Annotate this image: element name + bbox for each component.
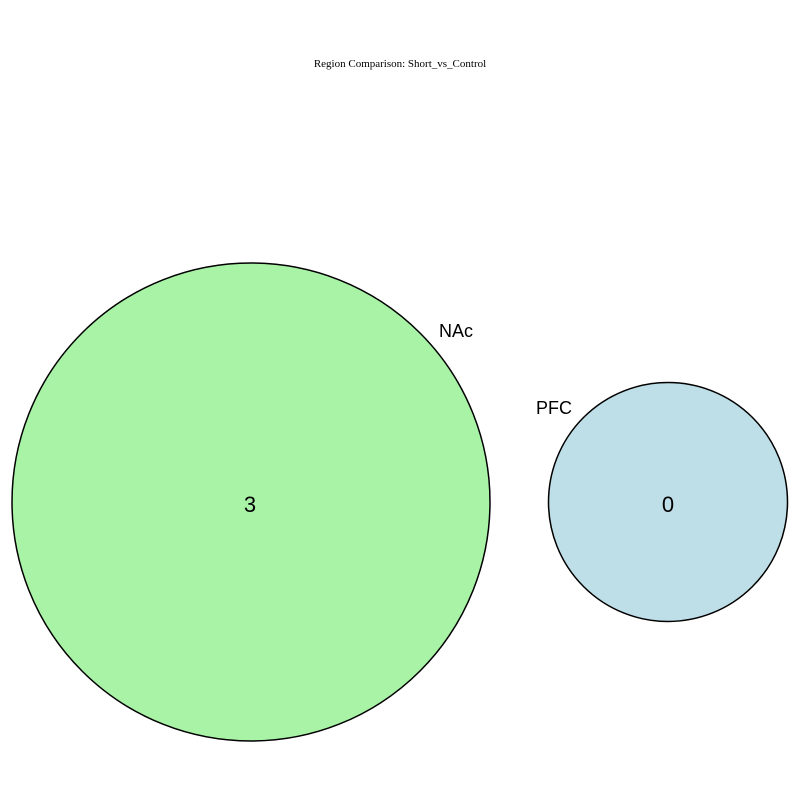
set-nac: NAc 3 [11, 262, 491, 742]
set-circle-pfc [547, 381, 789, 623]
set-label-nac: NAc [439, 321, 473, 341]
set-count-nac: 3 [244, 492, 256, 517]
set-label-pfc: PFC [536, 398, 572, 418]
set-pfc: PFC 0 [536, 381, 789, 623]
diagram-title: Region Comparison: Short_vs_Control [314, 58, 486, 70]
set-circle-nac [11, 262, 491, 742]
set-count-pfc: 0 [662, 492, 674, 517]
